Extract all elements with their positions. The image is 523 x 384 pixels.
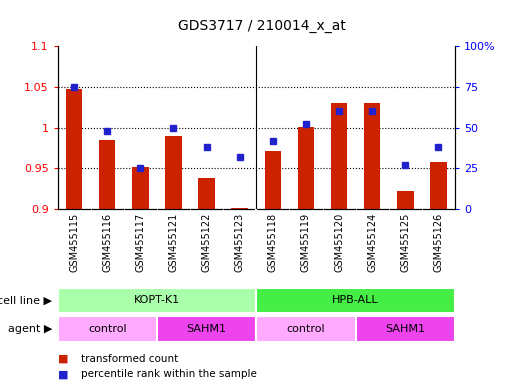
Bar [430, 162, 447, 209]
FancyBboxPatch shape [157, 316, 256, 342]
Bar [66, 88, 83, 209]
Text: GSM455124: GSM455124 [367, 213, 377, 272]
Text: transformed count: transformed count [81, 354, 178, 364]
Text: GSM455126: GSM455126 [434, 213, 444, 272]
Bar [298, 127, 314, 209]
Text: ■: ■ [58, 354, 68, 364]
Text: GSM455118: GSM455118 [268, 213, 278, 272]
FancyBboxPatch shape [356, 316, 455, 342]
Text: KOPT-K1: KOPT-K1 [134, 295, 180, 306]
FancyBboxPatch shape [256, 316, 356, 342]
Text: GSM455117: GSM455117 [135, 213, 145, 272]
Bar [231, 208, 248, 209]
FancyBboxPatch shape [58, 288, 256, 313]
Bar [364, 103, 381, 209]
FancyBboxPatch shape [256, 288, 455, 313]
FancyBboxPatch shape [58, 316, 157, 342]
Bar [198, 178, 215, 209]
Bar [165, 136, 182, 209]
Bar [331, 103, 347, 209]
Text: SAHM1: SAHM1 [385, 324, 425, 334]
Text: GSM455122: GSM455122 [201, 213, 212, 273]
Text: percentile rank within the sample: percentile rank within the sample [81, 369, 257, 379]
Text: GSM455125: GSM455125 [400, 213, 411, 273]
Text: control: control [88, 324, 127, 334]
Text: GDS3717 / 210014_x_at: GDS3717 / 210014_x_at [178, 19, 345, 33]
Text: GSM455115: GSM455115 [69, 213, 79, 272]
Text: agent ▶: agent ▶ [8, 324, 52, 334]
Bar [397, 191, 414, 209]
Text: SAHM1: SAHM1 [187, 324, 226, 334]
Bar [99, 140, 116, 209]
Text: control: control [287, 324, 325, 334]
Text: GSM455121: GSM455121 [168, 213, 178, 272]
Text: GSM455116: GSM455116 [102, 213, 112, 272]
Text: GSM455120: GSM455120 [334, 213, 344, 272]
Text: HPB-ALL: HPB-ALL [332, 295, 379, 306]
Bar [132, 167, 149, 209]
Text: GSM455123: GSM455123 [235, 213, 245, 272]
Text: GSM455119: GSM455119 [301, 213, 311, 272]
Bar [265, 151, 281, 209]
Text: ■: ■ [58, 369, 68, 379]
Text: cell line ▶: cell line ▶ [0, 295, 52, 306]
